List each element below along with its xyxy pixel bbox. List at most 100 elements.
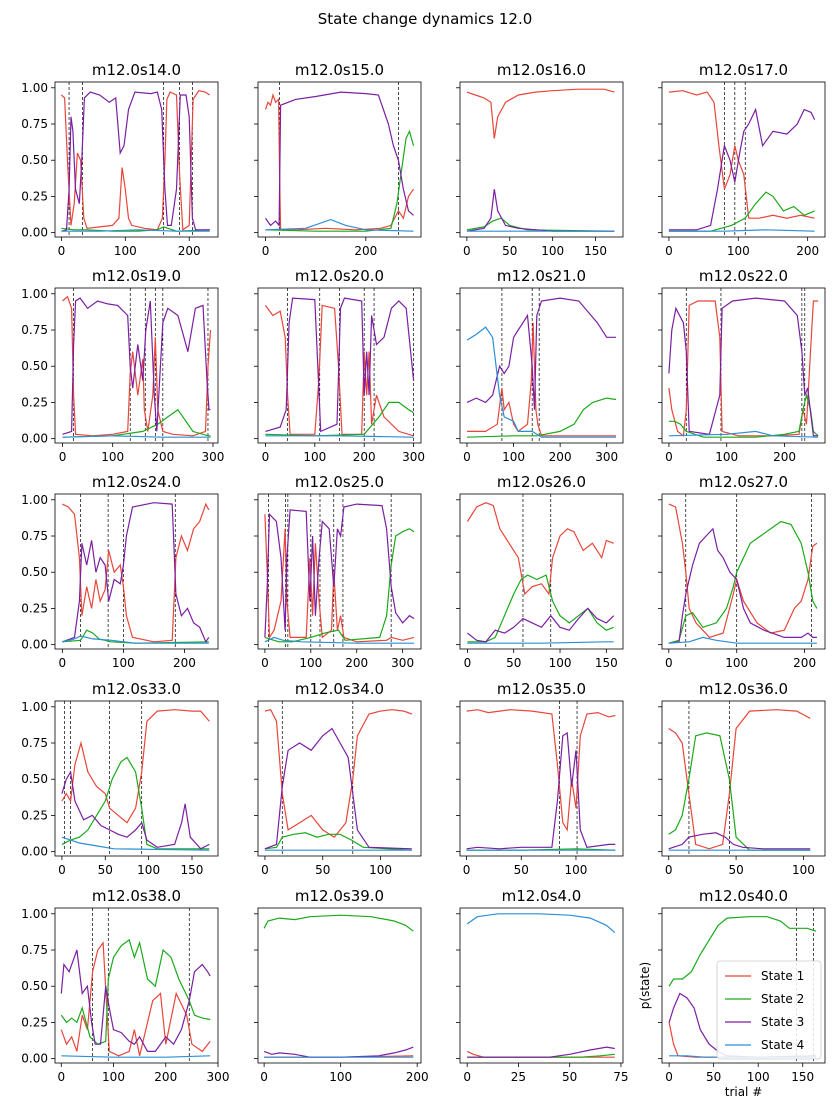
- series-line-state-1: [668, 300, 819, 437]
- axes-frame: [661, 907, 826, 1064]
- x-tick-label: 200: [549, 450, 572, 464]
- y-tick-label: 0.25: [21, 808, 48, 822]
- x-tick-label: 0: [58, 244, 66, 258]
- axes-frame: [54, 287, 219, 444]
- legend-label: State 4: [761, 1038, 804, 1052]
- panel-title: m12.0s19.0: [92, 267, 181, 285]
- x-tick-label: 150: [595, 656, 618, 670]
- x-tick-label: 100: [329, 1070, 352, 1084]
- x-tick-label: 100: [369, 863, 392, 877]
- panel-title: m12.0s4.0: [502, 887, 582, 905]
- panel-m12.0s24.0: m12.0s24.0 0.00 0.25 0.50 0.75 1.00 0 100 200: [21, 473, 219, 670]
- x-tick-label: 200: [796, 244, 819, 258]
- series-line-state-4: [668, 229, 815, 232]
- series-line-state-3: [466, 297, 616, 410]
- x-tick-label: 50: [502, 244, 517, 258]
- x-tick-label: 100: [114, 244, 137, 258]
- series-line-state-4: [61, 836, 210, 851]
- series-line-state-1: [62, 295, 212, 437]
- y-tick-label: 0.00: [21, 845, 48, 859]
- x-tick-label: 200: [345, 656, 368, 670]
- axes-frame: [661, 493, 826, 650]
- axes-frame: [257, 493, 422, 650]
- series-line-state-3: [668, 527, 817, 644]
- x-tick-label: 0: [58, 863, 66, 877]
- series-line-state-1: [60, 90, 211, 231]
- series-line-state-2: [264, 832, 412, 851]
- series-line-state-2: [466, 397, 617, 438]
- panel-title: m12.0s36.0: [699, 680, 788, 698]
- panel-m12.0s39.0: m12.0s39.0 0 100 200: [254, 887, 429, 1084]
- x-tick-label: 0: [57, 1070, 65, 1084]
- series-line-state-4: [668, 430, 819, 438]
- x-tick-label: 300: [595, 450, 618, 464]
- x-tick-label: 100: [565, 863, 588, 877]
- x-tick-label: 0: [59, 656, 67, 670]
- panel-title: m12.0s40.0: [699, 887, 788, 905]
- y-tick-label: 0.75: [21, 529, 48, 543]
- panel-title: m12.0s16.0: [497, 61, 586, 79]
- series-line-state-2: [668, 392, 819, 438]
- x-tick-label: 0: [261, 863, 269, 877]
- series-line-state-2: [668, 520, 818, 644]
- x-tick-label: 0: [260, 1070, 268, 1084]
- x-tick-label: 100: [303, 450, 326, 464]
- panel-m12.0s26.0: m12.0s26.0 0 50 100 150: [456, 473, 624, 670]
- axes-frame: [54, 700, 219, 857]
- series-line-state-2: [61, 226, 210, 232]
- series-line-state-3: [668, 297, 819, 437]
- y-tick-label: 0.75: [21, 117, 48, 131]
- panel-title: m12.0s20.0: [295, 267, 384, 285]
- figure-title: State change dynamics 12.0: [318, 10, 533, 28]
- series-line-state-1: [264, 92, 414, 231]
- axes-frame: [459, 81, 624, 238]
- series-line-state-3: [62, 502, 210, 644]
- x-tick-label: 100: [102, 1070, 125, 1084]
- x-tick-label: 0: [59, 450, 67, 464]
- panel-m12.0s4.0: m12.0s4.0 0 25 50 75: [456, 887, 629, 1084]
- series-line-state-2: [668, 916, 817, 987]
- series-line-state-2: [61, 756, 210, 850]
- series-line-state-2: [263, 914, 414, 932]
- x-tick-label: 100: [112, 656, 135, 670]
- series-line-state-4: [466, 913, 616, 934]
- y-tick-label: 0.25: [21, 395, 48, 409]
- x-tick-label: 100: [727, 244, 750, 258]
- panel-title: m12.0s38.0: [92, 887, 181, 905]
- series-line-state-3: [668, 832, 811, 850]
- axes-frame: [54, 907, 219, 1064]
- x-tick-label: 300: [391, 656, 414, 670]
- x-tick-label: 100: [541, 244, 564, 258]
- series-line-state-1: [264, 709, 413, 838]
- panel-title: m12.0s35.0: [497, 680, 586, 698]
- series-line-state-4: [61, 1055, 211, 1058]
- panel-m12.0s15.0: m12.0s15.0 0 200: [254, 61, 422, 258]
- legend-label: State 3: [761, 1015, 804, 1029]
- x-tick-label: 0: [262, 450, 270, 464]
- series-line-state-1: [466, 502, 614, 596]
- axes-frame: [257, 700, 422, 857]
- x-tick-label: 50: [506, 656, 521, 670]
- x-tick-label: 0: [261, 656, 269, 670]
- x-tick-label: 150: [584, 244, 607, 258]
- series-line-state-3: [467, 1046, 615, 1058]
- y-tick-label: 0.25: [21, 1015, 48, 1029]
- y-axis-label: p(state): [638, 962, 652, 1009]
- y-tick-label: 0.00: [21, 432, 48, 446]
- x-tick-label: 200: [406, 1070, 429, 1084]
- panel-m12.0s17.0: m12.0s17.0 0 100 200: [658, 61, 826, 258]
- panel-m12.0s36.0: m12.0s36.0 0 50 100: [658, 680, 826, 877]
- y-tick-label: 0.75: [21, 323, 48, 337]
- series-line-state-3: [264, 503, 415, 638]
- series-line-state-3: [466, 731, 616, 850]
- x-tick-label: 100: [549, 656, 572, 670]
- series-line-state-4: [265, 435, 414, 438]
- series-line-state-2: [60, 938, 211, 1045]
- y-tick-label: 0.50: [21, 979, 48, 993]
- x-tick-label: 150: [181, 863, 204, 877]
- series-line-state-3: [265, 297, 415, 433]
- x-tick-label: 100: [299, 656, 322, 670]
- x-tick-label: 75: [613, 1070, 628, 1084]
- x-tick-label: 0: [665, 863, 673, 877]
- axes-frame: [661, 700, 826, 857]
